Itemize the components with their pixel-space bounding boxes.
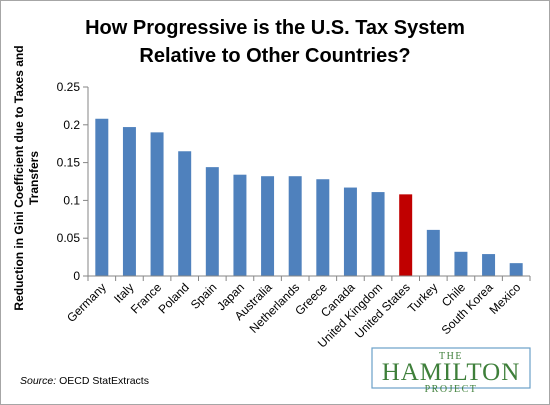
bar-turkey — [426, 229, 440, 276]
x-tick-label: Turkey — [405, 280, 441, 316]
bar-netherlands — [288, 176, 302, 276]
chart-title-line-2: Relative to Other Countries? — [139, 45, 410, 67]
bar-mexico — [509, 263, 523, 276]
y-tick-label: 0.2 — [63, 118, 80, 132]
y-tick-label: 0 — [73, 269, 80, 283]
bar-germany — [95, 118, 109, 276]
x-tick-label: Mexico — [487, 280, 524, 317]
bar-south-korea — [482, 254, 496, 276]
bar-france — [150, 132, 164, 276]
bar-greece — [316, 179, 330, 276]
bar-japan — [233, 174, 247, 276]
y-tick-label: 0.25 — [57, 80, 81, 94]
bar-series — [95, 118, 523, 277]
bar-canada — [343, 187, 357, 276]
bar-italy — [122, 127, 136, 277]
logo-project: PROJECT — [425, 384, 478, 395]
y-tick-label: 0.1 — [63, 193, 80, 207]
x-tick-label: Spain — [188, 280, 220, 312]
source-text: OECD StatExtracts — [56, 375, 149, 387]
chart-title-line-1: How Progressive is the U.S. Tax System — [85, 17, 465, 39]
x-tick-label: Germany — [64, 280, 109, 325]
y-tick-label: 0.15 — [57, 156, 81, 170]
bar-poland — [178, 151, 192, 276]
hamilton-project-logo: THE HAMILTON PROJECT — [371, 347, 531, 395]
x-axis-ticks: Germany ItalyFrancePolandSpainJapanAustra… — [64, 276, 531, 351]
source-prefix: Source: — [20, 375, 56, 387]
logo-hamilton: HAMILTON — [382, 359, 521, 386]
bar-australia — [261, 176, 275, 276]
y-tick-label: 0.05 — [57, 231, 81, 245]
bar-united-states — [399, 194, 413, 276]
bar-united-kingdom — [371, 192, 385, 276]
y-axis-label-line-2: Transfers — [27, 151, 41, 205]
bar-spain — [205, 167, 219, 276]
logo-the: THE — [439, 351, 463, 362]
bar-chile — [454, 251, 468, 276]
source-note: Source: OECD StatExtracts — [20, 375, 149, 387]
logo-border — [371, 347, 531, 389]
x-tick-label: Poland — [155, 280, 191, 316]
y-axis-label-line-1: Reduction in Gini Coefficient due to Tax… — [12, 45, 26, 310]
y-axis-ticks: 0 0.05 0.1 0.15 0.2 0.25 — [57, 80, 88, 283]
